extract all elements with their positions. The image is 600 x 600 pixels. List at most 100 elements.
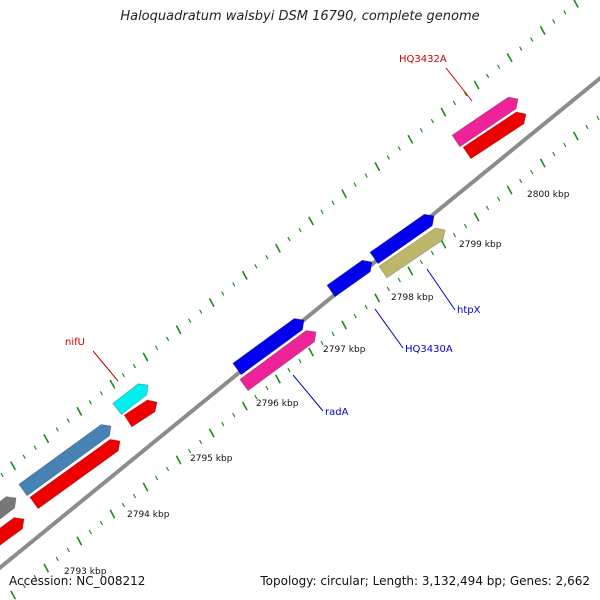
- callout-line: [292, 374, 324, 412]
- track-dot: [66, 547, 70, 553]
- tick-label: 2796 kbp: [256, 399, 299, 409]
- rada-feature: [239, 330, 317, 392]
- htpx-feature: [378, 227, 446, 279]
- track-dot: [10, 461, 16, 471]
- track-dot: [33, 445, 37, 450]
- track-dot: [497, 196, 501, 202]
- track-dot: [99, 391, 103, 396]
- track-dot: [22, 583, 26, 589]
- track-dot: [331, 331, 335, 337]
- track-dot: [221, 291, 225, 296]
- gene-label-hq3430a: HQ3430A: [405, 344, 453, 355]
- track-dot: [573, 131, 579, 141]
- track-dot: [497, 64, 501, 69]
- track-dot: [188, 448, 192, 454]
- track-dot: [133, 493, 136, 499]
- callout-line: [445, 67, 473, 102]
- track-dot: [275, 374, 281, 384]
- track-dot: [109, 379, 116, 389]
- track-dot: [275, 243, 281, 253]
- track-dot: [486, 205, 490, 211]
- track-dot: [133, 363, 136, 369]
- hq3430a-feature: [326, 259, 373, 298]
- track-dot: [519, 46, 523, 51]
- tick-label: 2800 kbp: [527, 190, 570, 200]
- track-dot: [386, 155, 390, 160]
- track-dot: [265, 255, 269, 260]
- track-dot: [232, 282, 236, 287]
- track-dot: [374, 162, 381, 171]
- accession-text: Accession: NC_008212: [9, 574, 146, 588]
- track-dot: [10, 590, 16, 600]
- track-dot: [407, 266, 414, 276]
- track-dot: [486, 73, 490, 78]
- genome-summary-text: Topology: circular; Length: 3,132,494 bp…: [260, 574, 590, 588]
- track-dot: [155, 475, 158, 481]
- track-dot: [166, 466, 170, 472]
- tick-label: 2799 kbp: [459, 240, 502, 250]
- track-dot: [208, 428, 215, 438]
- track-dot: [320, 209, 324, 214]
- track-dot: [221, 421, 225, 427]
- track-dot: [308, 216, 314, 226]
- track-dot: [552, 19, 556, 24]
- track-dot: [22, 454, 26, 459]
- track-dot: [76, 536, 83, 546]
- track-dot: [539, 158, 546, 168]
- track-dot: [419, 259, 423, 265]
- tick-label: 2798 kbp: [391, 293, 434, 303]
- tick-label: 2793 kbp: [64, 567, 107, 577]
- track-dot: [464, 91, 467, 97]
- track-dot: [0, 472, 4, 477]
- track-dot: [88, 529, 92, 535]
- track-dot: [142, 482, 149, 492]
- gene-features: [0, 96, 527, 546]
- track-dot: [199, 309, 203, 314]
- gene-callouts: HQ3432A nifU radA HQ3430A htpX: [65, 54, 481, 418]
- track-dot: [430, 119, 434, 124]
- track-dot: [473, 80, 480, 90]
- callout-line: [374, 308, 404, 349]
- steelblue-feature: [18, 424, 112, 497]
- track-dot: [440, 107, 447, 117]
- track-dot: [419, 128, 423, 133]
- track-dot: [573, 0, 579, 8]
- track-dot: [464, 223, 467, 229]
- track-dot: [308, 347, 314, 357]
- track-dot: [353, 182, 357, 187]
- track-dot: [539, 26, 546, 35]
- red-feature-nifu: [123, 399, 158, 428]
- track-dot: [563, 142, 567, 148]
- track-dot: [99, 520, 103, 526]
- track-dot: [175, 325, 182, 335]
- track-dot: [397, 277, 401, 283]
- track-dot: [109, 509, 116, 519]
- red-feature-edge: [0, 517, 25, 546]
- track-dot: [166, 336, 170, 341]
- track-dot: [453, 232, 456, 238]
- track-dot: [563, 10, 567, 15]
- gene-label-hq3432a: HQ3432A: [399, 54, 447, 65]
- hq3432a-feature: [451, 96, 519, 148]
- red-feature-long: [29, 438, 121, 510]
- gene-label-nifu: nifU: [65, 337, 85, 348]
- track-dot: [287, 236, 291, 242]
- tick-labels: 2793 kbp 2794 kbp 2795 kbp 2796 kbp 2797 kbp…: [64, 190, 570, 577]
- track-dot: [506, 185, 513, 195]
- track-dot: [122, 373, 125, 378]
- track-dot: [55, 556, 59, 562]
- blue-feature-2799: [369, 213, 435, 265]
- track-dot: [66, 418, 70, 423]
- nifu-feature: [112, 383, 149, 416]
- track-dot: [155, 345, 158, 350]
- track-dot: [208, 298, 215, 307]
- red-feature-top: [462, 111, 527, 160]
- track-dot: [430, 250, 434, 256]
- track-dot: [76, 406, 83, 416]
- track-dot: [530, 169, 534, 175]
- tick-label: 2795 kbp: [190, 454, 233, 464]
- track-dot: [298, 358, 302, 364]
- track-dot: [440, 239, 447, 249]
